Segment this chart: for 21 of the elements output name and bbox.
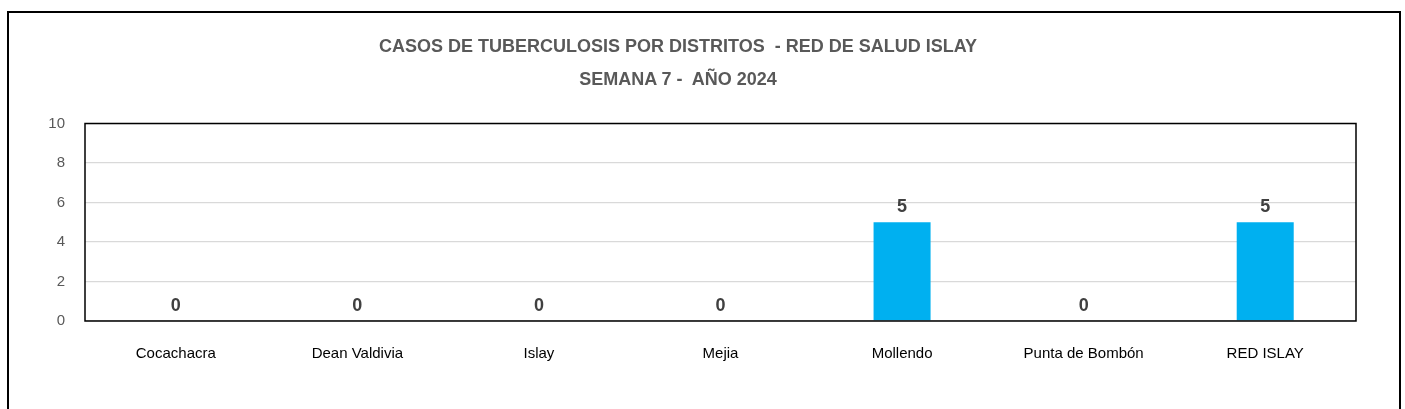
x-tick-label: RED ISLAY [1226, 344, 1304, 362]
x-tick-label: Punta de Bombón [1023, 344, 1144, 362]
y-tick-label: 8 [56, 153, 65, 171]
x-tick-label: Dean Valdivia [311, 344, 404, 362]
y-tick-label: 6 [56, 192, 65, 210]
data-label: 0 [1078, 294, 1089, 315]
data-label: 0 [533, 294, 544, 315]
data-label: 0 [170, 294, 181, 315]
y-tick-label: 10 [48, 113, 65, 131]
y-tick-label: 0 [56, 311, 65, 329]
x-tick-label: Cocachacra [135, 344, 217, 362]
data-label: 5 [1260, 196, 1271, 217]
data-label: 0 [715, 294, 726, 315]
chart-title: CASOS DE TUBERCULOSIS POR DISTRITOS - RED DE SALUD ISLAY SEMANA 7 - AÑO 2024 [378, 35, 978, 89]
y-tick-label: 2 [56, 271, 65, 289]
data-label: 5 [897, 196, 908, 217]
x-tick-label: Islay [523, 344, 555, 362]
y-tick-label: 4 [56, 232, 65, 250]
x-tick-label: Mollendo [871, 344, 933, 362]
x-tick-label: Mejia [702, 344, 740, 362]
data-label: 0 [352, 294, 363, 315]
